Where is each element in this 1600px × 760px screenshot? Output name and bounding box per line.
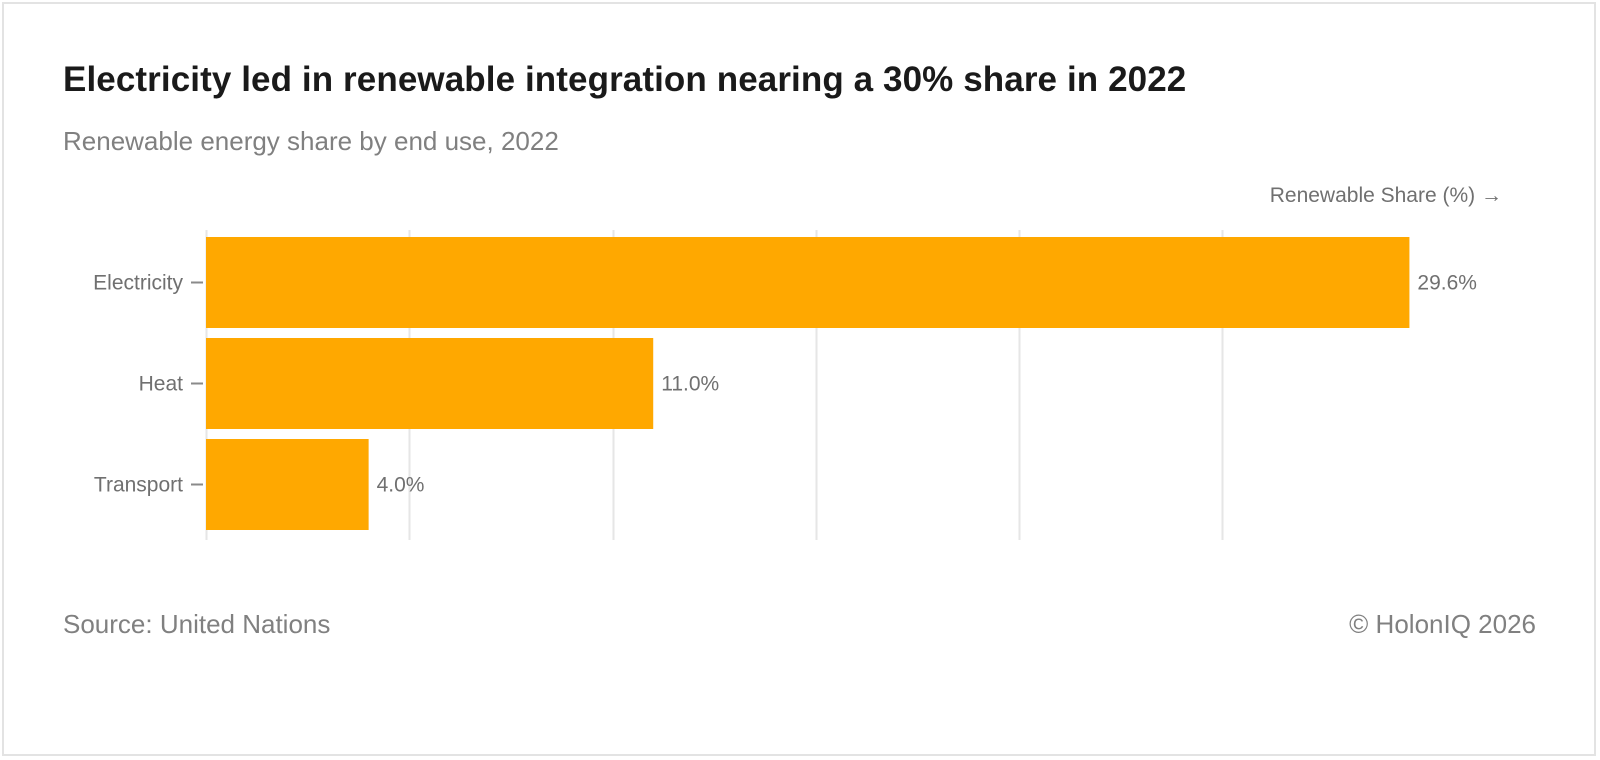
category-label-electricity: Electricity — [93, 272, 183, 295]
bar-layer — [206, 237, 1410, 530]
category-label-heat: Heat — [139, 373, 184, 396]
bar-transport[interactable] — [206, 439, 369, 530]
value-label-transport: 4.0% — [377, 474, 425, 497]
x-axis-label: Renewable Share (%) → — [1270, 184, 1502, 207]
chart-title: Electricity led in renewable integration… — [63, 60, 1187, 99]
bar-heat[interactable] — [206, 338, 654, 429]
copyright-note: © HolonIQ 2026 — [1349, 609, 1536, 639]
category-label-transport: Transport — [94, 474, 183, 497]
bar-electricity[interactable] — [206, 237, 1410, 328]
value-label-electricity: 29.6% — [1417, 272, 1477, 295]
chart-subtitle: Renewable energy share by end use, 2022 — [63, 126, 559, 156]
label-layer: Electricity 29.6% Heat 11.0% Transport 4.0% — [93, 272, 1477, 497]
source-note: Source: United Nations — [63, 609, 331, 639]
value-label-heat: 11.0% — [661, 373, 719, 396]
